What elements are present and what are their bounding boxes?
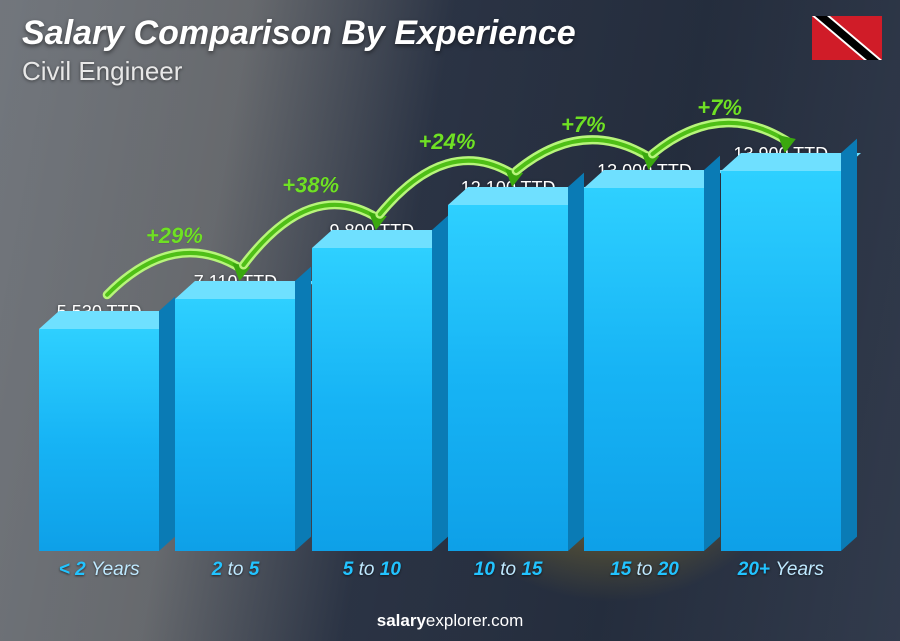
x-axis-label: 10 to 15 <box>447 559 569 581</box>
bar <box>312 248 432 551</box>
flag-icon <box>812 16 882 60</box>
footer-brand: salaryexplorer.com <box>0 611 900 631</box>
bar <box>721 171 841 551</box>
x-axis-label: 15 to 20 <box>583 559 705 581</box>
x-axis-labels: < 2 Years 2 to 5 5 to 10 10 to 15 15 to 20 20… <box>30 559 850 581</box>
x-axis-label: 2 to 5 <box>174 559 296 581</box>
bar <box>39 329 159 551</box>
footer-bold: salary <box>377 611 426 630</box>
page-title: Salary Comparison By Experience <box>22 14 576 53</box>
x-axis-label: < 2 Years <box>38 559 160 581</box>
bar <box>448 205 568 551</box>
bar-column: 12,100 TTD <box>447 178 569 551</box>
infographic-canvas: Salary Comparison By Experience Civil En… <box>0 0 900 641</box>
bar-column: 7,110 TTD <box>174 272 296 551</box>
x-axis-label: 5 to 10 <box>311 559 433 581</box>
bar-column: 13,900 TTD <box>720 144 842 551</box>
bars-container: 5,530 TTD7,110 TTD9,800 TTD12,100 TTD13,… <box>30 100 850 551</box>
bar-column: 13,000 TTD <box>583 161 705 551</box>
bar <box>584 188 704 551</box>
bar-column: 5,530 TTD <box>38 302 160 551</box>
bar-chart: 5,530 TTD7,110 TTD9,800 TTD12,100 TTD13,… <box>30 100 850 581</box>
page-subtitle: Civil Engineer <box>22 56 182 87</box>
bar <box>175 299 295 551</box>
footer-rest: explorer.com <box>426 611 523 630</box>
x-axis-label: 20+ Years <box>720 559 842 581</box>
bar-column: 9,800 TTD <box>311 221 433 551</box>
